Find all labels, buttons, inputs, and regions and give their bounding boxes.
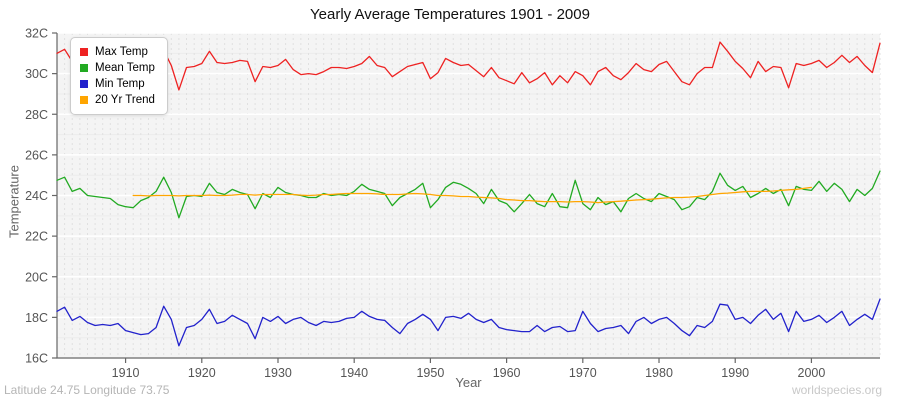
legend-label: 20 Yr Trend (95, 94, 155, 106)
legend-swatch-icon (80, 96, 88, 104)
series-line-min-temp (56, 298, 881, 347)
series-line-20-yr-trend (132, 186, 813, 204)
y-tick-label: 28C (25, 108, 48, 122)
x-tick-label: 1980 (645, 366, 673, 380)
legend-label: Min Temp (95, 78, 145, 90)
y-tick-label: 20C (25, 270, 48, 284)
y-tick-label: 24C (25, 189, 48, 203)
x-tick-label: 1990 (721, 366, 749, 380)
x-axis-label: Year (455, 375, 482, 390)
watermark-label: worldspecies.org (791, 383, 882, 397)
y-tick-label: 16C (25, 352, 48, 366)
x-tick-label: 1910 (112, 366, 140, 380)
y-tick-label: 18C (25, 311, 48, 325)
legend-swatch-icon (80, 48, 88, 56)
x-tick-label: 1950 (416, 366, 444, 380)
series-line-max-temp (56, 41, 881, 91)
legend-item-20-yr-trend: 20 Yr Trend (80, 92, 155, 108)
legend-label: Mean Temp (95, 62, 155, 74)
coordinates-label: Latitude 24.75 Longitude 73.75 (4, 383, 170, 397)
y-tick-label: 26C (25, 148, 48, 162)
legend-swatch-icon (80, 80, 88, 88)
legend-label: Max Temp (95, 46, 148, 58)
legend-swatch-icon (80, 64, 88, 72)
page-title: Yearly Average Temperatures 1901 - 2009 (310, 6, 590, 23)
legend-item-mean-temp: Mean Temp (80, 60, 155, 76)
y-axis-label: Temperature (6, 165, 22, 238)
x-tick-label: 1940 (340, 366, 368, 380)
legend: Max Temp Mean Temp Min Temp 20 Yr Trend (70, 37, 168, 115)
y-tick-label: 30C (25, 67, 48, 81)
x-tick-label: 2000 (798, 366, 826, 380)
legend-item-min-temp: Min Temp (80, 76, 155, 92)
x-tick-label: 1960 (493, 366, 521, 380)
x-tick-label: 1970 (569, 366, 597, 380)
y-tick-label: 32C (25, 27, 48, 41)
x-tick-label: 1920 (188, 366, 216, 380)
y-tick-label: 22C (25, 230, 48, 244)
x-tick-label: 1930 (264, 366, 292, 380)
legend-item-max-temp: Max Temp (80, 44, 155, 60)
